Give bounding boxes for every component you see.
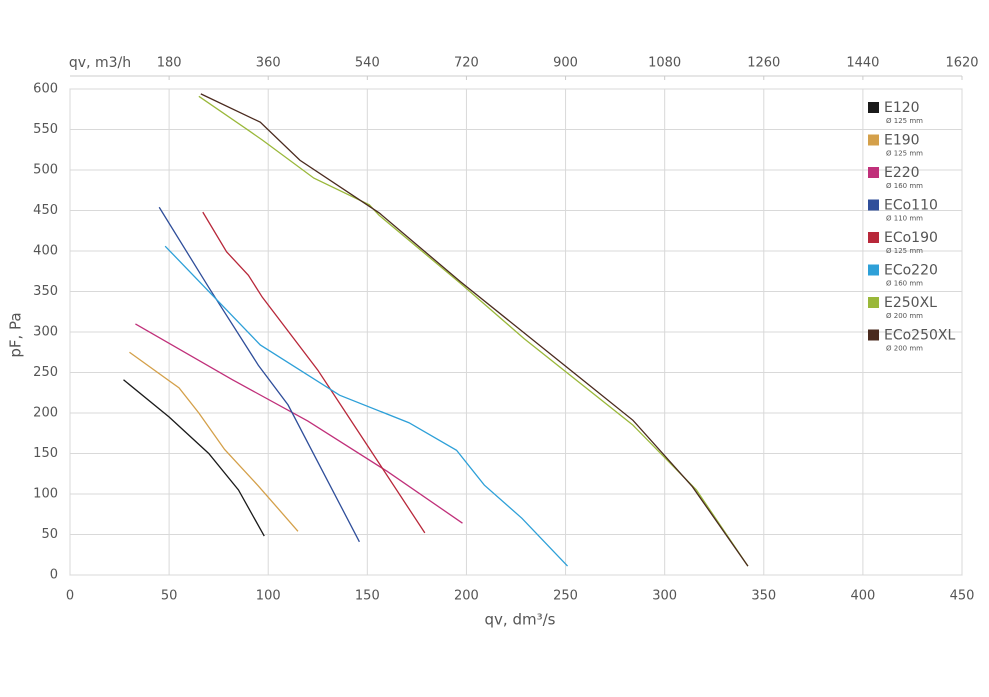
y-axis-label: pF, Pa — [7, 312, 25, 357]
x-tick-label: 100 — [256, 589, 281, 604]
legend-label: ECo220 — [884, 263, 938, 279]
x2-tick-label: 900 — [553, 56, 578, 71]
y-tick-label: 450 — [33, 203, 58, 218]
legend-label: E190 — [884, 133, 920, 149]
legend-swatch — [868, 102, 879, 113]
x-tick-label: 200 — [454, 589, 479, 604]
y-tick-label: 550 — [33, 122, 58, 137]
legend-swatch — [868, 199, 879, 211]
y-tick-label: 50 — [41, 527, 58, 542]
series-line — [164, 245, 569, 567]
x2-tick-label: 360 — [256, 56, 281, 71]
series-line — [158, 206, 360, 543]
series-line — [123, 379, 265, 537]
x2-tick-label: 1260 — [747, 56, 780, 71]
y-tick-label: 400 — [33, 244, 58, 259]
x-tick-label: 0 — [66, 589, 74, 604]
x-tick-label: 50 — [161, 589, 178, 604]
x-tick-label: 350 — [751, 589, 776, 604]
legend-label: ECo110 — [884, 198, 938, 214]
series-line — [202, 211, 426, 534]
legend-swatch — [868, 297, 879, 308]
x-tick-label: 250 — [553, 589, 578, 604]
y-tick-label: 200 — [33, 406, 58, 421]
y-tick-label: 0 — [50, 568, 58, 583]
legend-label: ECo190 — [884, 230, 938, 246]
x2-tick-label: 180 — [157, 56, 182, 71]
legend-label: E250XL — [884, 295, 937, 311]
y-tick-label: 250 — [33, 365, 58, 380]
series-line — [135, 323, 463, 524]
x2-tick-label: 1440 — [846, 56, 879, 71]
x2-tick-label: 1620 — [945, 56, 978, 71]
legend-label: ECo250XL — [884, 328, 955, 344]
y-tick-label: 600 — [33, 82, 58, 97]
legend-sublabel: Ø 110 mm — [886, 215, 923, 223]
legend-swatch — [868, 167, 879, 178]
legend-swatch — [868, 264, 879, 276]
series-line — [200, 93, 749, 567]
legend-sublabel: Ø 125 mm — [886, 247, 923, 255]
y-tick-label: 300 — [33, 325, 58, 340]
x-tick-label: 300 — [652, 589, 677, 604]
legend-label: E120 — [884, 100, 920, 116]
series-line — [198, 95, 749, 567]
x2-tick-label: 540 — [355, 56, 380, 71]
legend-label: E220 — [884, 165, 920, 181]
legend-sublabel: Ø 200 mm — [886, 312, 923, 320]
series-line — [129, 351, 299, 532]
legend-sublabel: Ø 125 mm — [886, 150, 923, 158]
x2-tick-label: 720 — [454, 56, 479, 71]
legend-sublabel: Ø 200 mm — [886, 345, 923, 353]
legend-swatch — [868, 134, 879, 146]
y-tick-label: 100 — [33, 487, 58, 502]
x-axis-label: qv, dm³/s — [485, 611, 556, 629]
y-tick-label: 150 — [33, 446, 58, 461]
x-tick-label: 450 — [950, 589, 975, 604]
y-tick-label: 500 — [33, 163, 58, 178]
y-tick-label: 350 — [33, 284, 58, 299]
x-tick-label: 400 — [850, 589, 875, 604]
legend-swatch — [868, 329, 879, 341]
x2-tick-label: 1080 — [648, 56, 681, 71]
x-tick-label: 150 — [355, 589, 380, 604]
legend-sublabel: Ø 160 mm — [886, 280, 923, 288]
legend-sublabel: Ø 160 mm — [886, 182, 923, 190]
x2-axis-label: qv, m3/h — [69, 55, 131, 71]
legend-swatch — [868, 232, 879, 243]
legend-sublabel: Ø 125 mm — [886, 117, 923, 125]
